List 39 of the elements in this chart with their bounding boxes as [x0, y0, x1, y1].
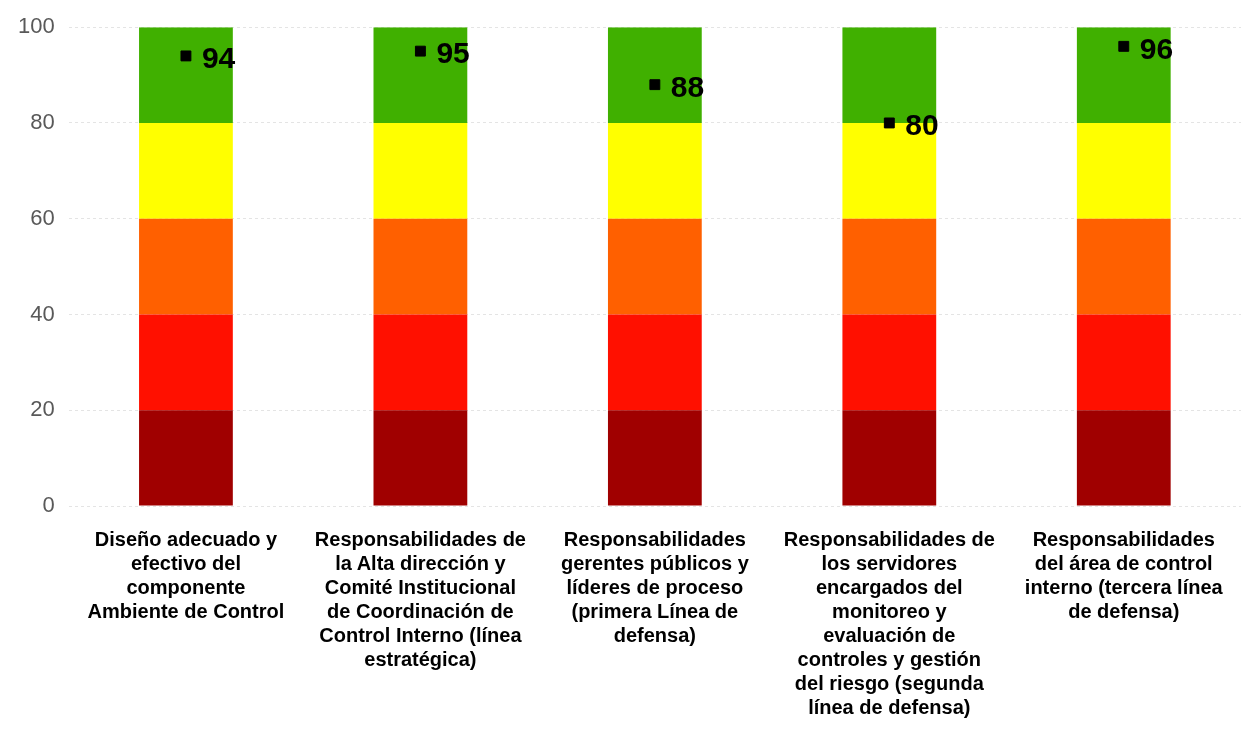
- bar: [373, 410, 468, 506]
- y-tick-label: 20: [30, 396, 55, 422]
- bar: [1076, 122, 1171, 219]
- bar: [1076, 218, 1171, 315]
- bar: [139, 27, 233, 123]
- y-tick-label: 100: [17, 13, 55, 39]
- x-tick-label: Responsabilidades de la Alta dirección y Comité Institucional de Coordinación de Control Interno (línea estratégica): [314, 527, 526, 670]
- x-tick-label: Responsabilidades del área de control interno (tercera línea de defensa): [1024, 527, 1224, 622]
- bar: [607, 122, 702, 219]
- point: [1118, 40, 1130, 52]
- x-tick-label: Responsabilidades gerentes públicos y líderes de proceso (primera Línea de defensa): [560, 527, 750, 646]
- bar: [373, 314, 468, 411]
- bar: [373, 27, 468, 123]
- bar: [607, 314, 702, 411]
- bar: [607, 27, 702, 123]
- bar: [842, 218, 937, 315]
- bar: [842, 410, 937, 506]
- bar: [139, 410, 233, 506]
- y-tick-label: 0: [42, 492, 55, 518]
- bar: [139, 218, 233, 315]
- bar: [1076, 314, 1171, 411]
- bar: [607, 218, 702, 315]
- bar: [139, 314, 233, 411]
- y-tick-label: 80: [30, 109, 55, 135]
- y-tick-label: 40: [30, 300, 55, 326]
- point: [883, 117, 895, 129]
- bar: [607, 410, 702, 506]
- point: [414, 45, 426, 57]
- bar: [842, 314, 937, 411]
- x-tick-label: Diseño adecuado y efectivo del componente Ambiente de Control: [87, 527, 285, 622]
- point: [180, 50, 192, 62]
- bar: [139, 122, 233, 219]
- point: [649, 79, 661, 91]
- x-tick-label: Responsabilidades de los servidores encargados del monitoreo y evaluación de controles y gestión del riesgo (segunda línea de defensa): [783, 527, 995, 718]
- bar: [1076, 410, 1171, 506]
- bar: [373, 122, 468, 219]
- bar: [373, 218, 468, 315]
- bar: [1076, 27, 1171, 123]
- y-tick-label: 60: [30, 204, 55, 230]
